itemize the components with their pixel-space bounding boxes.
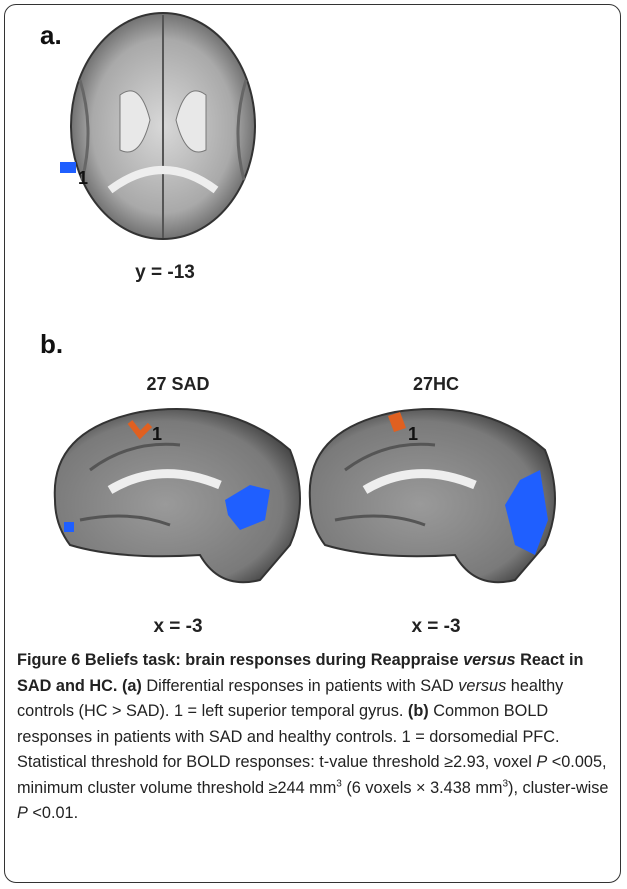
sagittal-brain [310, 409, 555, 582]
coordinate-label: x = -3 [153, 616, 202, 637]
image-title: 27 SAD [146, 374, 209, 394]
page: a. 1 y = -13 b. 27 SAD 27HC 1 1 x = -3 x… [0, 0, 627, 889]
caption-text: (6 voxels × 3.438 mm [342, 779, 503, 797]
caption-text: <0.01. [28, 804, 78, 822]
region-label: 1 [78, 168, 88, 188]
caption-text: versus [463, 651, 516, 669]
caption-text: (b) [408, 702, 429, 720]
caption-text: P [536, 753, 547, 771]
axial-brain [60, 13, 255, 239]
coordinate-label: y = -13 [135, 262, 195, 283]
caption-text: versus [458, 677, 506, 695]
coordinate-label: x = -3 [411, 616, 460, 637]
region-label: 1 [152, 424, 162, 444]
region-label: 1 [408, 424, 418, 444]
figure-caption: Figure 6 Beliefs task: brain responses d… [17, 648, 615, 827]
image-title: 27HC [413, 374, 459, 394]
caption-text: ), cluster-wise [508, 779, 608, 797]
caption-text: (a) [117, 677, 141, 695]
sagittal-brain [55, 409, 300, 582]
caption-text: Differential responses in patients with … [142, 677, 458, 695]
panel-label: b. [40, 329, 63, 359]
figure-images: a. 1 y = -13 b. 27 SAD 27HC 1 1 x = -3 x… [0, 0, 627, 640]
caption-text: P [17, 804, 28, 822]
caption-text: Figure 6 Beliefs task: brain responses d… [17, 651, 463, 669]
panel-label: a. [40, 20, 62, 50]
